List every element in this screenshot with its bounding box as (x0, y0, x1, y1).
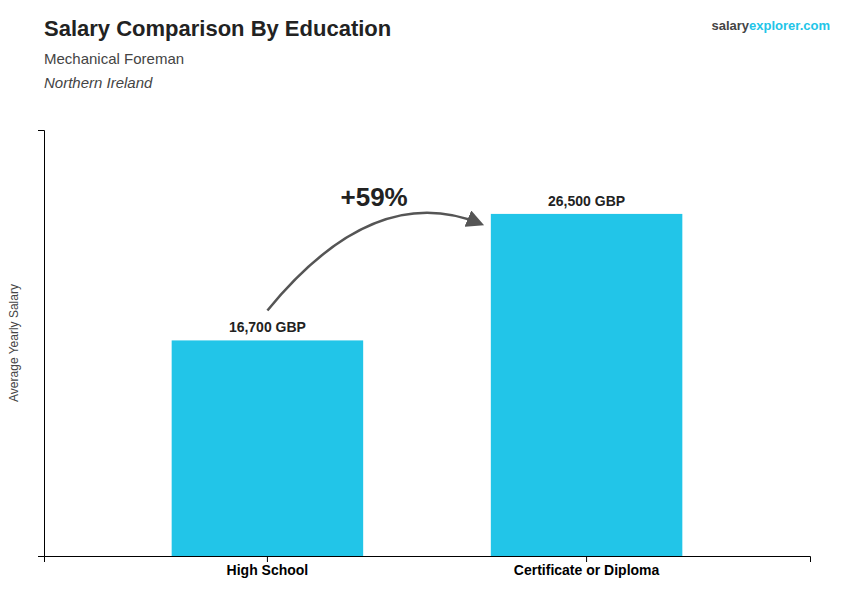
subtitle: Northern Ireland (44, 74, 153, 91)
bar (172, 340, 364, 556)
x-tick-label: Certificate or Diploma (514, 562, 660, 578)
change-arrow (267, 213, 480, 311)
y-axis-line (38, 131, 45, 557)
change-label: +59% (341, 182, 408, 212)
bars (172, 214, 683, 556)
x-axis-line (45, 557, 811, 563)
bar (491, 214, 683, 556)
x-axis: High School Certificate or Diploma (45, 556, 811, 578)
x-tick: High School (227, 556, 309, 578)
plot: High School Certificate or Diploma 16,700 … (38, 131, 811, 578)
website-part: salary (711, 18, 749, 33)
website-part: explorer.com (749, 18, 830, 33)
website: salaryexplorer.com (711, 18, 830, 33)
y-axis (38, 131, 45, 557)
x-tick-label: High School (227, 562, 309, 578)
chart: Salary Comparison By Education Mechanical… (0, 0, 850, 606)
data-label: 16,700 GBP (229, 319, 306, 335)
x-tick: Certificate or Diploma (514, 556, 660, 578)
title: Salary Comparison By Education (44, 16, 391, 41)
y-axis-title: Average Yearly Salary (7, 284, 21, 402)
subtitle: Mechanical Foreman (44, 50, 184, 67)
data-label: 26,500 GBP (548, 193, 625, 209)
